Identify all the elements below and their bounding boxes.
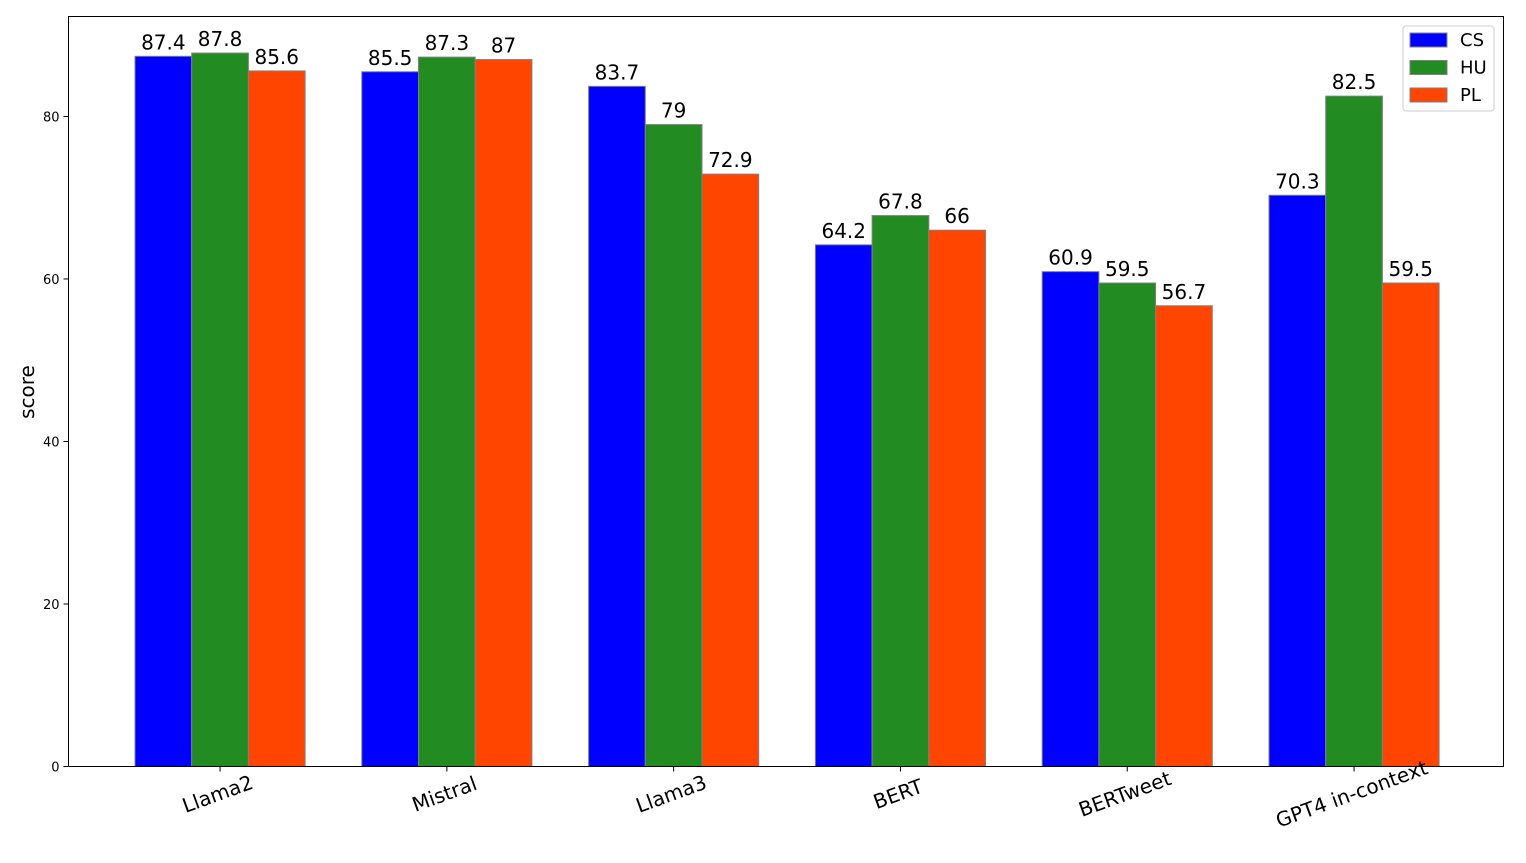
legend-label-hu: HU [1460, 58, 1487, 79]
bar-value-label: 83.7 [595, 60, 640, 84]
bar-pl-gpt4-in-context [1381, 282, 1440, 767]
y-tick-label: 0 [51, 761, 59, 776]
bar-value-label: 79 [661, 99, 686, 123]
legend-swatch-cs [1409, 32, 1448, 48]
bar-cs-gpt4-in-context [1268, 194, 1327, 767]
data-labels-layer: 87.4 85.5 83.7 64.2 60.9 70.3 87.8 87.3 79 67.8 59… [141, 27, 1433, 304]
legend-label-cs: CS [1460, 30, 1484, 51]
bar-hu-bertweet [1098, 282, 1157, 767]
bar-value-label: 59.5 [1388, 257, 1433, 281]
plot-area-frame [68, 16, 1504, 767]
bar-value-label: 87.4 [141, 30, 186, 54]
bar-value-label: 59.5 [1105, 257, 1150, 281]
y-axis: 0 20 40 60 80 [43, 110, 69, 776]
bar-value-label: 87.8 [198, 27, 243, 51]
bar-pl-bert [928, 229, 986, 767]
y-tick-label: 20 [43, 598, 60, 613]
bar-value-label: 64.2 [821, 219, 866, 243]
y-tick-label: 80 [43, 110, 60, 125]
bar-cs-llama3 [588, 85, 646, 768]
bar-hu-gpt4-in-context [1325, 95, 1383, 767]
bar-value-label: 67.8 [878, 190, 923, 214]
bar-value-label: 66 [944, 204, 969, 228]
bars-layer [134, 52, 1440, 768]
bar-value-label: 60.9 [1048, 246, 1093, 270]
legend: CS HU PL [1402, 25, 1495, 112]
bar-hu-mistral [418, 56, 476, 768]
bar-pl-llama2 [247, 70, 306, 768]
bar-value-label: 82.5 [1332, 70, 1377, 94]
bar-hu-bert [871, 215, 930, 767]
y-axis-label: score [15, 365, 39, 419]
bar-value-label: 87.3 [425, 31, 470, 55]
legend-label-pl: PL [1460, 85, 1481, 106]
y-tick-label: 60 [43, 273, 60, 288]
legend-swatch-hu [1409, 60, 1448, 75]
bar-value-label: 85.5 [368, 46, 413, 70]
bar-cs-bert [814, 244, 873, 767]
bar-value-label: 56.7 [1162, 280, 1207, 304]
bar-cs-mistral [361, 71, 419, 768]
bar-pl-mistral [474, 59, 533, 767]
bar-cs-bertweet [1041, 271, 1100, 767]
bar-value-label: 87 [491, 34, 516, 58]
bar-value-label: 72.9 [708, 148, 753, 172]
bar-cs-llama2 [134, 55, 193, 768]
bar-pl-bertweet [1155, 305, 1213, 767]
legend-swatch-pl [1409, 87, 1448, 103]
bar-hu-llama3 [644, 124, 703, 767]
y-tick-label: 40 [43, 435, 60, 450]
bar-value-label: 85.6 [254, 45, 299, 69]
bar-value-label: 70.3 [1275, 169, 1320, 193]
bar-hu-llama2 [191, 52, 249, 767]
bar-pl-llama3 [701, 173, 760, 768]
